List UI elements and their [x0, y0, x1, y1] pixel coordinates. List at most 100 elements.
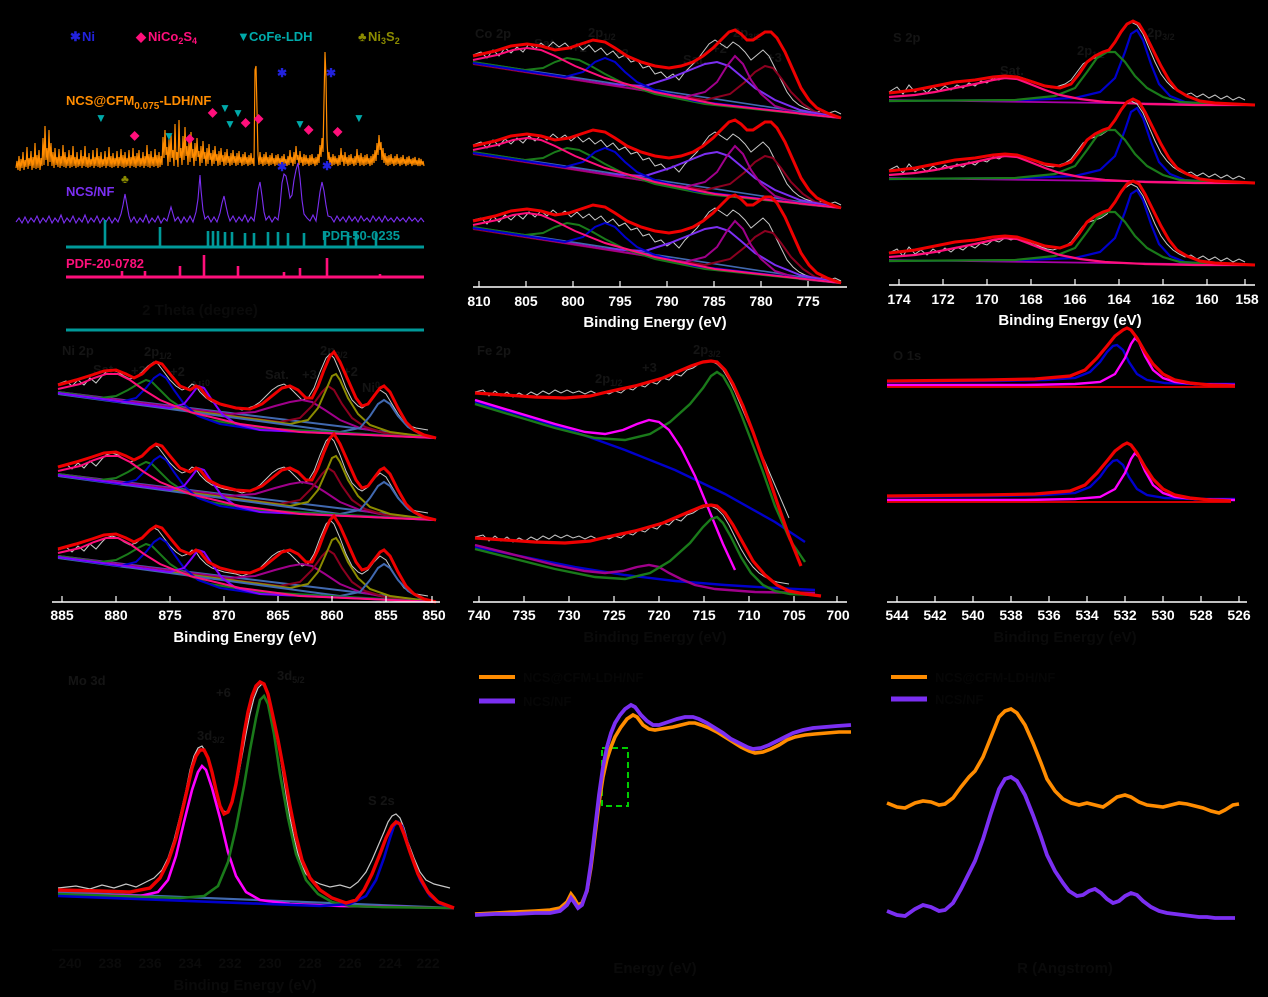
tick-805: 805: [514, 293, 538, 309]
tick-880: 880: [104, 607, 128, 623]
fe2p-xaxis: 740 735 730 725 720 715 710 705 700 Bind…: [467, 596, 850, 646]
tick-526: 526: [1227, 607, 1251, 623]
co2p-title: Co 2p: [475, 26, 511, 41]
tick-855: 855: [374, 607, 398, 623]
ni2p-xaxis-label: Binding Energy (eV): [173, 629, 316, 646]
marker-nico2s4: ◆: [129, 128, 140, 142]
marker-nico2s4: ◆: [207, 105, 218, 119]
legend-marker-ni3s2: ♣: [358, 29, 367, 44]
label-plus2-a: +2: [170, 364, 185, 379]
xrd-trace-ncs-nf: [15, 162, 425, 225]
xrd-trace-ncs-cfm-ldh: [15, 51, 425, 172]
mo3d-title: Mo 3d: [68, 673, 106, 688]
ni2p-spectrum-1: [57, 349, 437, 440]
panel-xrd: ✱ Ni ◆ NiCo2S4 ▼ CoFe-LDH ♣ Ni3S2 NCS@CF…: [0, 0, 455, 332]
tick-730: 730: [557, 607, 581, 623]
co2p-spectrum-2: [472, 118, 842, 210]
tick-170: 170: [975, 291, 999, 307]
co2p-spectrum-1: [472, 28, 842, 120]
label-plus3-b: +3: [767, 50, 782, 65]
marker-cofeldh: ▼: [95, 111, 107, 125]
tick-164: 164: [1107, 291, 1131, 307]
s2p-spectrum-3: [888, 179, 1256, 267]
tick-234: 234: [178, 955, 202, 971]
tick-166: 166: [1063, 291, 1087, 307]
tick-536: 536: [1037, 607, 1061, 623]
label-s2s: S 2s: [368, 793, 395, 808]
tick-740: 740: [467, 607, 491, 623]
marker-nico2s4: ◆: [332, 124, 343, 138]
xrd-pdf-50-0235: [66, 220, 424, 332]
mo3d-xaxis-label: Binding Energy (eV): [173, 977, 316, 994]
exafs-xaxis-label: R (Angstrom): [1017, 960, 1113, 977]
ni2p-title: Ni 2p: [62, 343, 94, 358]
tick-172: 172: [931, 291, 955, 307]
fe2p-xaxis-label: Binding Energy (eV): [583, 629, 726, 646]
legend-label-ncs-nf: NCS/NF: [935, 692, 983, 707]
o1s-spectrum-2: [886, 441, 1236, 503]
tick-230: 230: [258, 955, 282, 971]
tick-158: 158: [1235, 291, 1259, 307]
xrd-markers-orange: ▼ ◆ ▼ ◆ ◆ ▼ ▼ ▼ ◆ ◆ ✱ ▼ ◆ ✱ ◆ ▼: [95, 66, 365, 145]
tick-780: 780: [749, 293, 773, 309]
ni2p-spectrum-3: [57, 513, 437, 604]
tick-528: 528: [1189, 607, 1213, 623]
tick-530: 530: [1151, 607, 1175, 623]
panel-xanes: NCS@CFM-LDH/NF NCS/NF Energy (eV): [455, 655, 875, 997]
marker-ni: ✱: [277, 66, 287, 80]
tick-222: 222: [416, 955, 440, 971]
tick-224: 224: [378, 955, 402, 971]
tick-226: 226: [338, 955, 362, 971]
marker-nico2s4: ◆: [184, 131, 195, 145]
label-sat: Sat.: [1000, 63, 1024, 78]
panel-s2p: S 2p Sat. 2p1/2 2p3/2: [875, 0, 1268, 330]
s2p-spectrum-1: [888, 19, 1256, 107]
tick-534: 534: [1075, 607, 1099, 623]
tick-162: 162: [1151, 291, 1175, 307]
tick-800: 800: [561, 293, 585, 309]
marker-ni: ✱: [322, 159, 332, 173]
exafs-curve-ncs-nf: [886, 774, 1235, 920]
s2p-title: S 2p: [893, 30, 921, 45]
xanes-curve-ncs-cfm-ldh: [474, 712, 851, 916]
legend-label-cofeldh: CoFe-LDH: [249, 29, 313, 44]
co2p-xaxis: 810 805 800 795 790 785 780 775 Binding …: [467, 281, 847, 331]
marker-cofeldh: ▼: [232, 106, 244, 120]
marker-nico2s4: ◆: [303, 122, 314, 136]
o1s-spectrum-1: [886, 326, 1236, 388]
tick-735: 735: [512, 607, 536, 623]
panel-co2p: Co 2p Sat. +2 2p1/2 +3 Sat. +2 2p3/2 +3: [455, 0, 875, 331]
s2p-spectrum-2: [888, 97, 1256, 185]
tick-168: 168: [1019, 291, 1043, 307]
label-2p12: 2p1/2: [144, 344, 172, 361]
xrd-label-pdf-teal: PDF-50-0235: [322, 228, 400, 243]
tick-870: 870: [212, 607, 236, 623]
tick-795: 795: [608, 293, 632, 309]
legend-marker-ni: ✱: [70, 29, 81, 44]
marker-cofeldh: ▼: [163, 129, 175, 143]
legend-label-ncs-cfm-ldh: NCS@CFM-LDH/NF: [523, 670, 643, 685]
tick-790: 790: [655, 293, 679, 309]
label-plus6: +6: [216, 685, 231, 700]
marker-ni: ✱: [326, 66, 336, 80]
tick-865: 865: [266, 607, 290, 623]
tick-236: 236: [138, 955, 162, 971]
legend-label-ni: Ni: [82, 29, 95, 44]
label-plus3-b: +3: [302, 367, 317, 382]
tick-720: 720: [647, 607, 671, 623]
panel-exafs: NCS@CFM-LDH/NF NCS/NF R (Angstrom): [875, 655, 1268, 997]
tick-850: 850: [422, 607, 446, 623]
tick-232: 232: [218, 955, 242, 971]
o1s-title: O 1s: [893, 348, 921, 363]
marker-cofeldh: ▼: [219, 101, 231, 115]
marker-cofeldh: ▼: [294, 117, 306, 131]
tick-532: 532: [1113, 607, 1137, 623]
fe2p-spectrum-2: [474, 503, 822, 598]
xrd-pdf-20-0782: [66, 255, 424, 279]
mo3d-xaxis: 240 238 236 234 232 230 228 226 224 222 …: [52, 949, 440, 994]
tick-240: 240: [58, 955, 82, 971]
label-3d52: 3d5/2: [277, 668, 305, 685]
ni2p-spectrum-2: [57, 431, 437, 522]
panel-o1s: O 1s 544 542 540 538 536 534 532 530 528…: [875, 326, 1268, 660]
tick-875: 875: [158, 607, 182, 623]
